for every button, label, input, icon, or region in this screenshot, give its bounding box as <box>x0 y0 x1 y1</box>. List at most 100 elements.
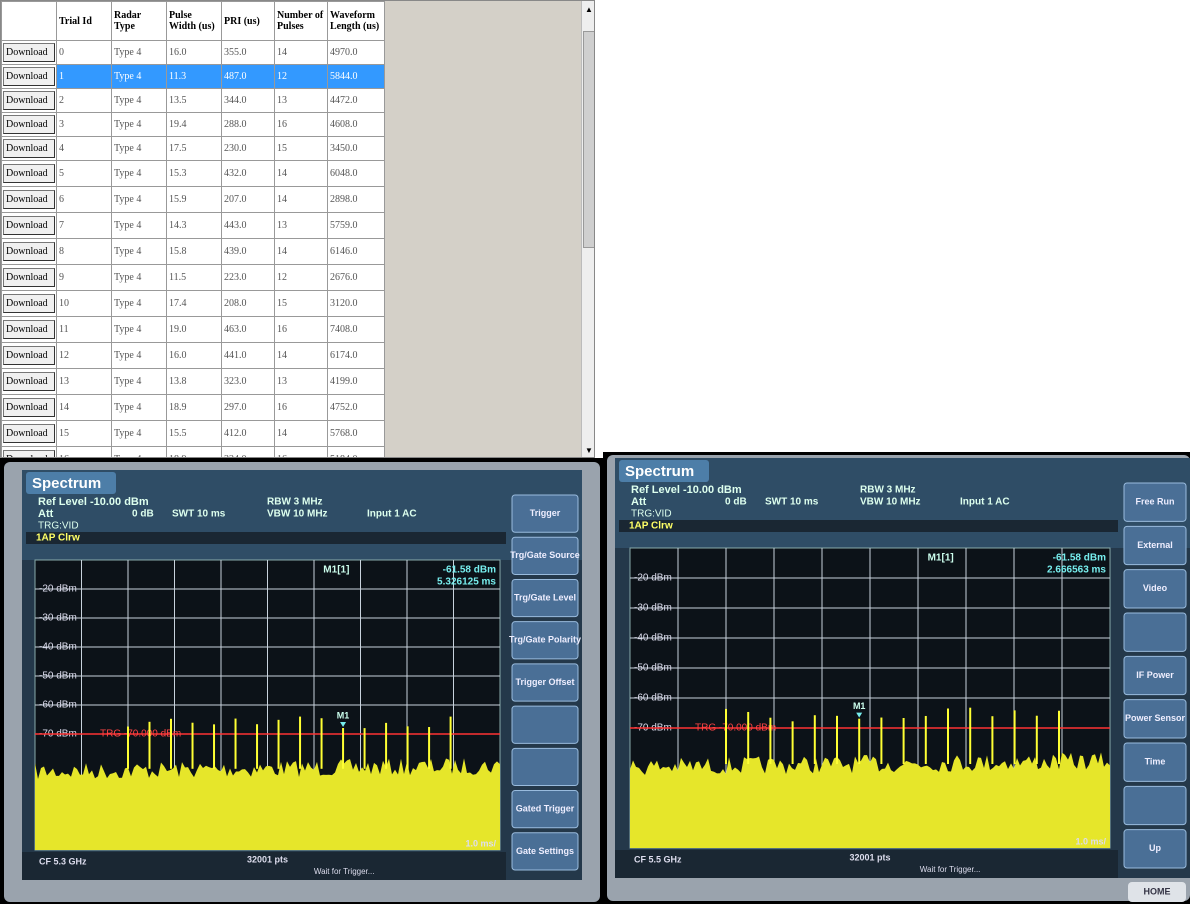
screen-text: -50 dBm <box>39 671 77 682</box>
download-button[interactable]: Download <box>3 372 55 391</box>
table-cell: Type 4 <box>111 420 167 447</box>
download-button[interactable]: Download <box>3 450 55 457</box>
download-button[interactable]: Download <box>3 320 55 339</box>
soft-button[interactable] <box>1123 612 1187 652</box>
trial-table-panel: Trial Id Radar Type Pulse Width (us) PRI (u… <box>0 0 595 458</box>
table-cell: Type 4 <box>111 394 167 421</box>
table-cell: 4608.0 <box>327 112 385 137</box>
download-button[interactable]: Download <box>3 424 55 443</box>
screen-header <box>22 470 582 560</box>
table-cell: 3 <box>56 112 112 137</box>
scroll-thumb[interactable] <box>583 31 594 248</box>
download-button[interactable]: Download <box>3 115 55 134</box>
screen-text: 2.666563 ms <box>1047 565 1106 576</box>
screen-text: -61.58 dBm <box>1053 553 1106 564</box>
download-button[interactable]: Download <box>3 139 55 158</box>
soft-button[interactable] <box>1123 525 1187 566</box>
table-cell: Type 4 <box>111 342 167 369</box>
screen-text: CF 5.3 GHz <box>39 856 87 866</box>
soft-button[interactable] <box>511 621 579 660</box>
soft-button[interactable] <box>511 578 579 618</box>
screen-text: Ref Level -10.00 dBm <box>38 496 149 508</box>
soft-button[interactable] <box>1123 742 1187 782</box>
table-cell: 2676.0 <box>327 264 385 291</box>
screen-text: SWT 10 ms <box>765 497 819 508</box>
download-button[interactable]: Download <box>3 398 55 417</box>
table-row: Download 2 Type 4 13.5 344.0 13 4472.0 <box>1 88 385 113</box>
column-header: Trial Id <box>56 1 112 41</box>
download-button[interactable]: Download <box>3 346 55 365</box>
download-button[interactable]: Download <box>3 67 55 86</box>
download-button[interactable]: Download <box>3 216 55 235</box>
screen-text: M1[1] <box>323 565 349 576</box>
table-row: Download 0 Type 4 16.0 355.0 14 4970.0 <box>1 40 385 65</box>
download-button[interactable]: Download <box>3 43 55 62</box>
download-button[interactable]: Download <box>3 294 55 313</box>
screen-text: Time <box>1145 757 1166 767</box>
screen-text: Trigger <box>530 508 561 518</box>
button-cell: Download <box>1 368 57 395</box>
table-cell: 17.4 <box>166 290 222 317</box>
table-cell: 3450.0 <box>327 136 385 161</box>
download-button[interactable]: Download <box>3 242 55 261</box>
title-tab <box>26 472 116 494</box>
table-cell: Type 4 <box>111 160 167 187</box>
scroll-down[interactable]: ▼ <box>585 446 593 455</box>
marker-flag <box>856 712 863 718</box>
soft-button[interactable] <box>511 536 579 575</box>
footer <box>22 852 506 880</box>
soft-button[interactable] <box>511 832 579 871</box>
table-row: Download 3 Type 4 19.4 288.0 16 4608.0 <box>1 112 385 137</box>
table-row: Download 13 Type 4 13.8 323.0 13 4199.0 <box>1 368 385 395</box>
table-cell: 16 <box>274 112 328 137</box>
soft-button[interactable] <box>1123 699 1187 739</box>
soft-button[interactable] <box>1123 829 1187 869</box>
footer <box>615 850 1118 878</box>
table-cell: 13 <box>274 212 328 239</box>
soft-button[interactable] <box>1123 655 1187 696</box>
scroll-up[interactable]: ▲ <box>585 5 593 14</box>
table-cell: 14 <box>274 238 328 265</box>
table-cell: 16 <box>274 316 328 343</box>
soft-button[interactable] <box>511 663 579 702</box>
screen-text: 1AP Clrw <box>629 521 673 532</box>
scrollbar[interactable]: ▲ ▼ <box>581 1 594 457</box>
table-cell: Type 4 <box>111 316 167 343</box>
soft-button[interactable] <box>1123 482 1187 522</box>
title-tab <box>619 460 709 482</box>
button-cell: Download <box>1 290 57 317</box>
screen-text: Power Sensor <box>1125 713 1186 723</box>
screen-text: 0 dB <box>725 497 747 508</box>
marker-flag <box>340 721 347 727</box>
table-cell: 16.0 <box>166 342 222 369</box>
table-cell: Type 4 <box>111 212 167 239</box>
soft-button[interactable] <box>511 494 579 533</box>
table-cell: 355.0 <box>221 40 275 65</box>
download-button[interactable]: Download <box>3 164 55 183</box>
button-cell: Download <box>1 316 57 343</box>
table-cell: Type 4 <box>111 88 167 113</box>
download-button[interactable]: Download <box>3 190 55 209</box>
download-button[interactable]: Download <box>3 91 55 110</box>
soft-button[interactable] <box>1123 785 1187 826</box>
soft-button[interactable] <box>511 747 579 787</box>
screen-text: Trg/Gate Level <box>514 592 576 602</box>
soft-button[interactable] <box>511 790 579 829</box>
screen-text: Att <box>631 496 647 508</box>
screen-text: Wait for Trigger... <box>314 867 375 876</box>
table-cell: 5759.0 <box>327 212 385 239</box>
screen-text: -20 dBm <box>634 573 672 584</box>
download-button[interactable]: Download <box>3 268 55 287</box>
soft-button[interactable] <box>1123 569 1187 609</box>
trial-table: Trial Id Radar Type Pulse Width (us) PRI (u… <box>1 1 385 457</box>
screen-text: 5.326125 ms <box>437 577 496 588</box>
corner-cell <box>1 1 57 41</box>
table-cell: 15.5 <box>166 420 222 447</box>
table-cell: 7408.0 <box>327 316 385 343</box>
screen-text: VBW 10 MHz <box>267 509 328 520</box>
screen-text: -70 dBm <box>634 723 672 734</box>
screen-text: -70 dBm <box>39 729 77 740</box>
table-cell: 0 <box>56 40 112 65</box>
table-row: Download 6 Type 4 15.9 207.0 14 2898.0 <box>1 186 385 213</box>
soft-button[interactable] <box>511 705 579 744</box>
